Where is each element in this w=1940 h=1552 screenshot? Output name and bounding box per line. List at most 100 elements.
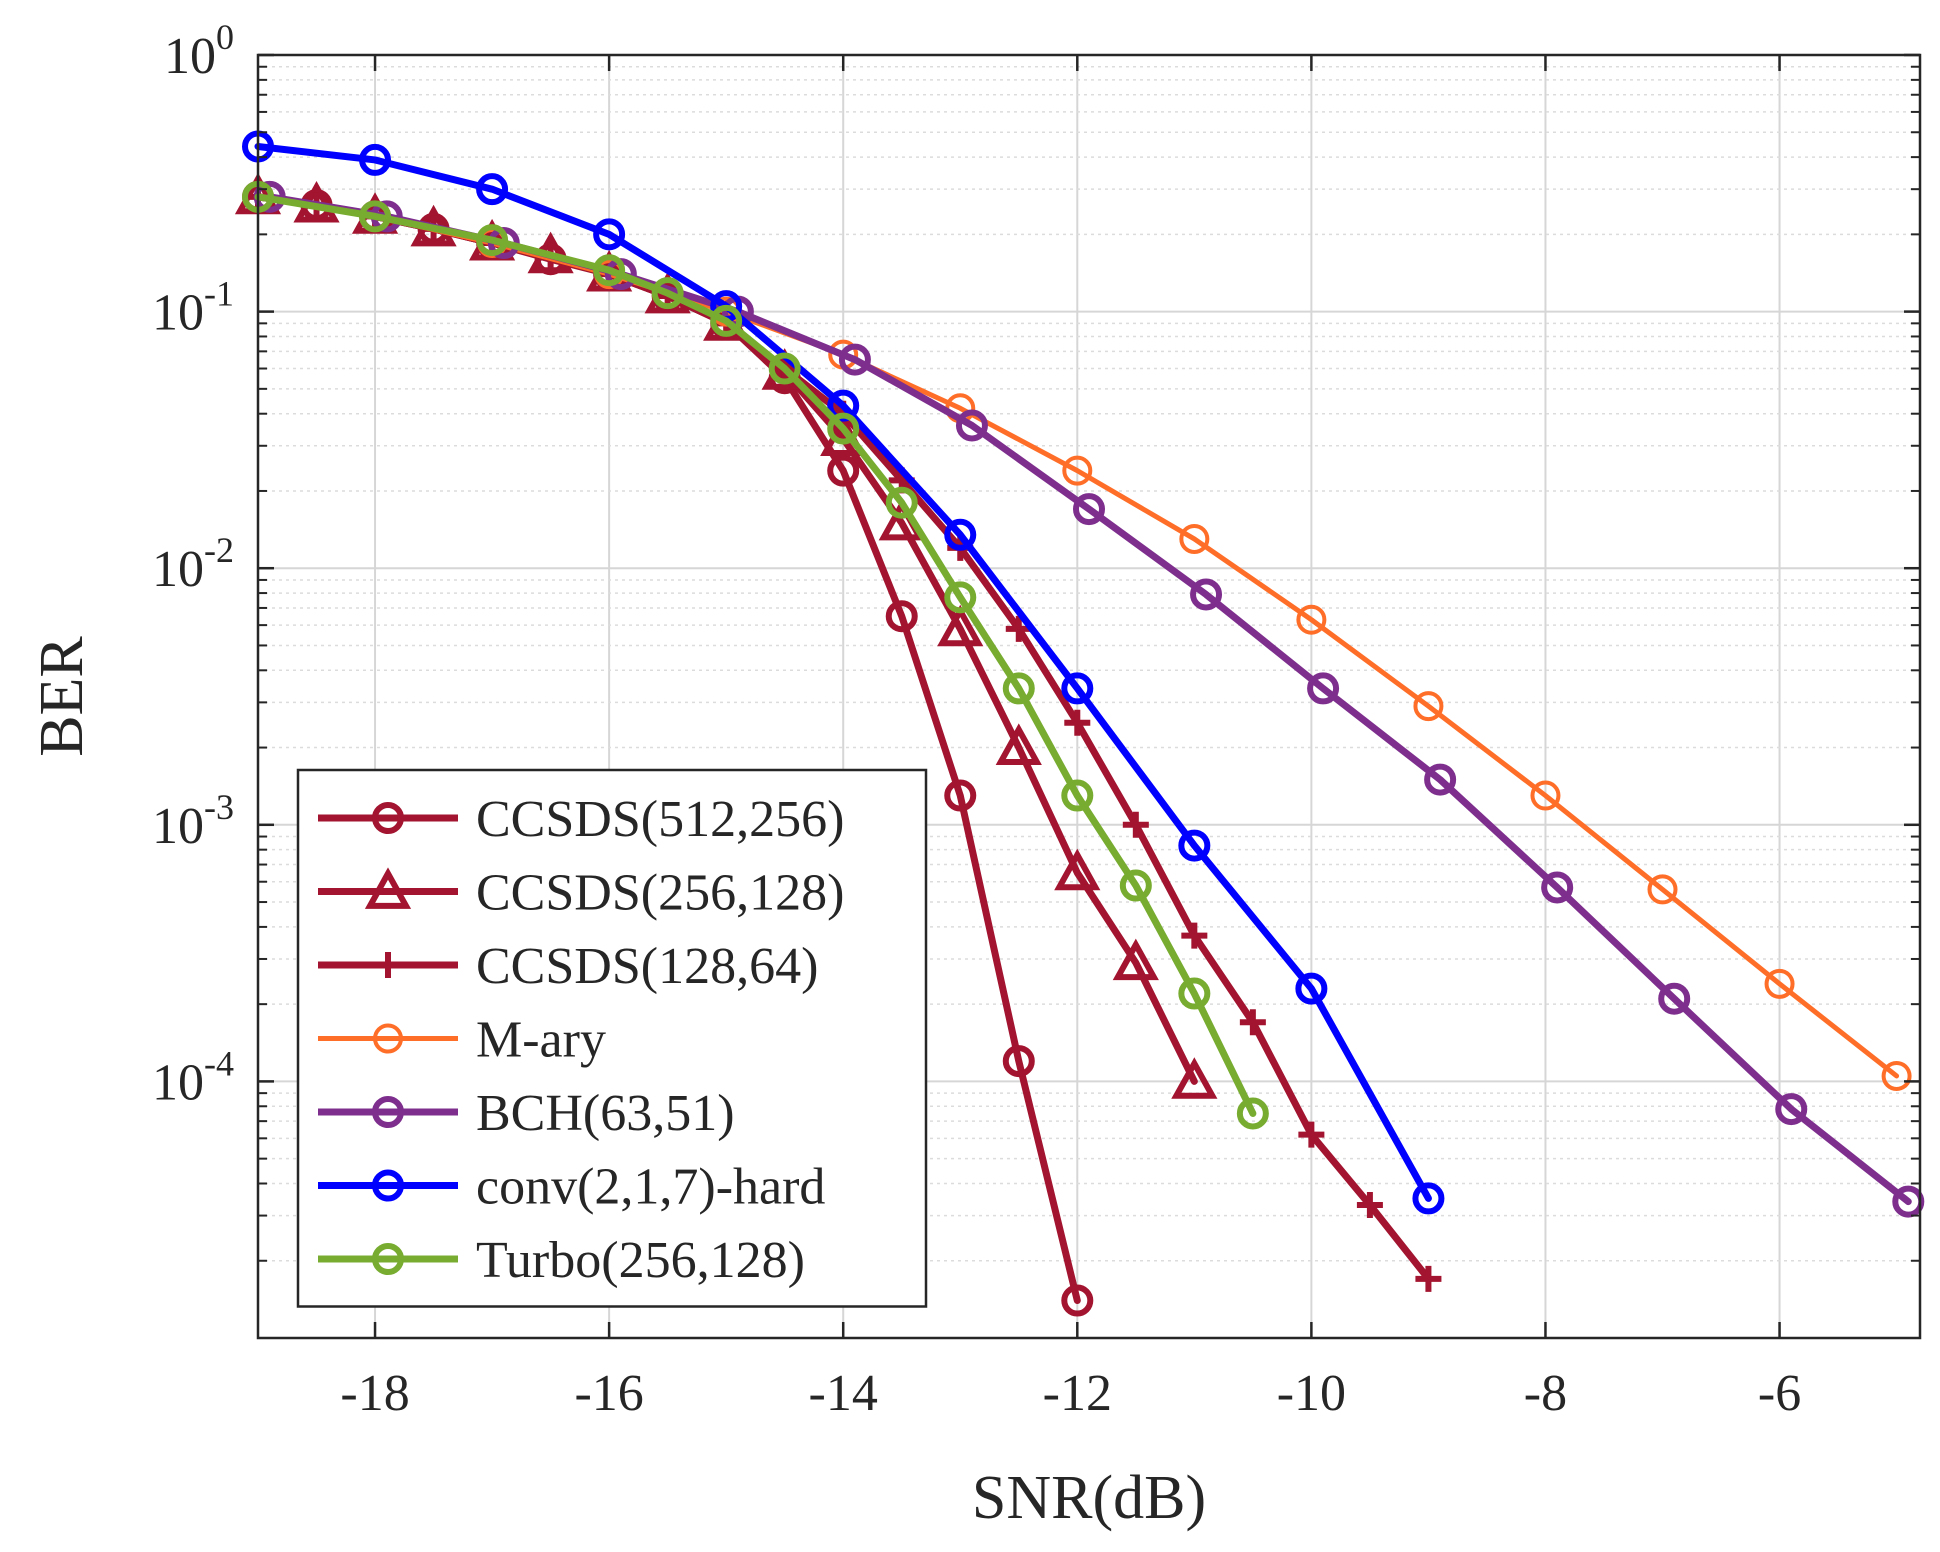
data-point-marker [1190,578,1223,611]
data-point-marker [1061,1284,1094,1317]
data-point-marker [1413,691,1444,722]
data-point-marker [476,173,509,206]
data-point-marker [1171,1057,1218,1099]
data-point-marker [1239,1009,1266,1036]
data-point-marker [651,277,684,310]
data-point-marker [1178,977,1211,1010]
data-point-marker [1647,874,1678,905]
data-point-marker [373,1023,403,1054]
data-point-marker [1002,1045,1035,1078]
data-point-marker [1530,780,1561,811]
series-conv-2-1-7-hard [242,130,1445,1215]
data-point-marker [1002,672,1035,705]
data-point-marker [1298,1121,1325,1148]
data-point-marker [1307,672,1340,705]
data-point-marker [1112,938,1159,981]
data-point-marker [955,409,988,442]
data-point-marker [1296,604,1327,635]
data-point-marker [476,224,509,257]
data-point-marker [1119,869,1152,902]
legend-label: CCSDS(512,256) [476,791,844,848]
data-point-marker [1295,972,1328,1005]
data-point-marker [1179,523,1210,554]
data-point-marker [375,952,401,978]
data-point-marker [372,1096,404,1128]
legend-label: CCSDS(256,128) [476,865,844,922]
y-tick-label: 10-3 [152,787,234,855]
data-point-marker [768,352,801,385]
legend-entry: conv(2,1,7)-hard [318,1159,825,1216]
data-point-marker [1054,848,1101,891]
data-point-marker [937,604,984,647]
data-point-marker [372,1243,404,1275]
legend-label: M-ary [476,1012,606,1069]
data-point-marker [1181,922,1208,949]
data-point-marker [710,304,743,337]
data-point-marker [1356,1191,1383,1218]
legend-label: BCH(63,51) [476,1085,735,1142]
data-point-marker [1236,1097,1269,1130]
data-point-marker [1061,779,1094,812]
data-point-marker [944,779,977,812]
legend-label: Turbo(256,128) [476,1232,805,1289]
series-line [254,142,1432,1202]
x-tick-label: -16 [574,1365,643,1422]
y-tick-label: 10-2 [152,530,234,598]
legend-entry: CCSDS(128,64) [318,938,818,995]
series-line [254,193,1257,1117]
data-point-marker [1178,829,1211,862]
data-point-marker [1415,1265,1442,1292]
data-point-marker [372,1169,404,1202]
data-point-marker [827,389,860,422]
data-point-marker [885,486,918,519]
y-tick-label: 10-4 [152,1043,234,1111]
data-point-marker [593,254,626,287]
y-axis-label: BER [28,636,96,757]
legend-entry: BCH(63,51) [318,1085,735,1142]
data-point-marker [995,723,1042,765]
data-point-marker [364,867,412,909]
legend-entry: Turbo(256,128) [318,1232,805,1289]
x-tick-label: -18 [340,1365,409,1422]
data-point-marker [827,412,860,445]
x-axis-label: SNR(dB) [972,1464,1206,1532]
data-point-marker [1775,1093,1808,1126]
legend-entry: M-ary [318,1012,606,1069]
data-point-marker [885,600,918,633]
legend-entry: CCSDS(256,128) [318,865,844,922]
data-point-marker [359,143,392,176]
data-point-marker [1122,811,1149,838]
data-point-marker [1892,1185,1925,1218]
data-point-marker [1764,968,1795,999]
legend: CCSDS(512,256) CCSDS(256,128) CCSDS(128,64… [296,768,928,1308]
x-tick-label: -14 [809,1365,878,1422]
data-series [234,130,1925,1317]
data-point-marker [1005,615,1032,642]
ticks: -18 -16 -14 -12 -10 -8 -6 100 10-1 10-2 10-3 10-4 [152,17,1920,1422]
x-tick-label: -10 [1277,1365,1346,1422]
series-turbo-256-128 [242,180,1269,1130]
data-point-marker [1541,871,1574,904]
data-point-marker [372,802,404,834]
data-point-marker [1412,1182,1445,1215]
legend-entry: CCSDS(512,256) [318,791,844,848]
data-point-marker [944,581,977,614]
data-point-marker [1073,493,1105,526]
x-tick-label: -8 [1524,1365,1567,1422]
legend-label: conv(2,1,7)-hard [476,1159,825,1216]
data-point-marker [827,454,860,487]
y-tick-label: 100 [164,17,234,85]
data-point-marker [593,218,626,251]
data-point-marker [359,200,392,233]
data-point-marker [1061,672,1094,705]
data-point-marker [944,518,977,551]
data-point-marker [1424,763,1457,796]
data-point-marker [1062,455,1093,486]
data-point-marker [1881,1060,1912,1091]
y-tick-label: 10-1 [152,274,234,342]
axes-box [256,53,1922,1340]
data-point-marker [1064,709,1091,736]
data-point-marker [1658,982,1691,1015]
legend-label: CCSDS(128,64) [476,938,818,995]
